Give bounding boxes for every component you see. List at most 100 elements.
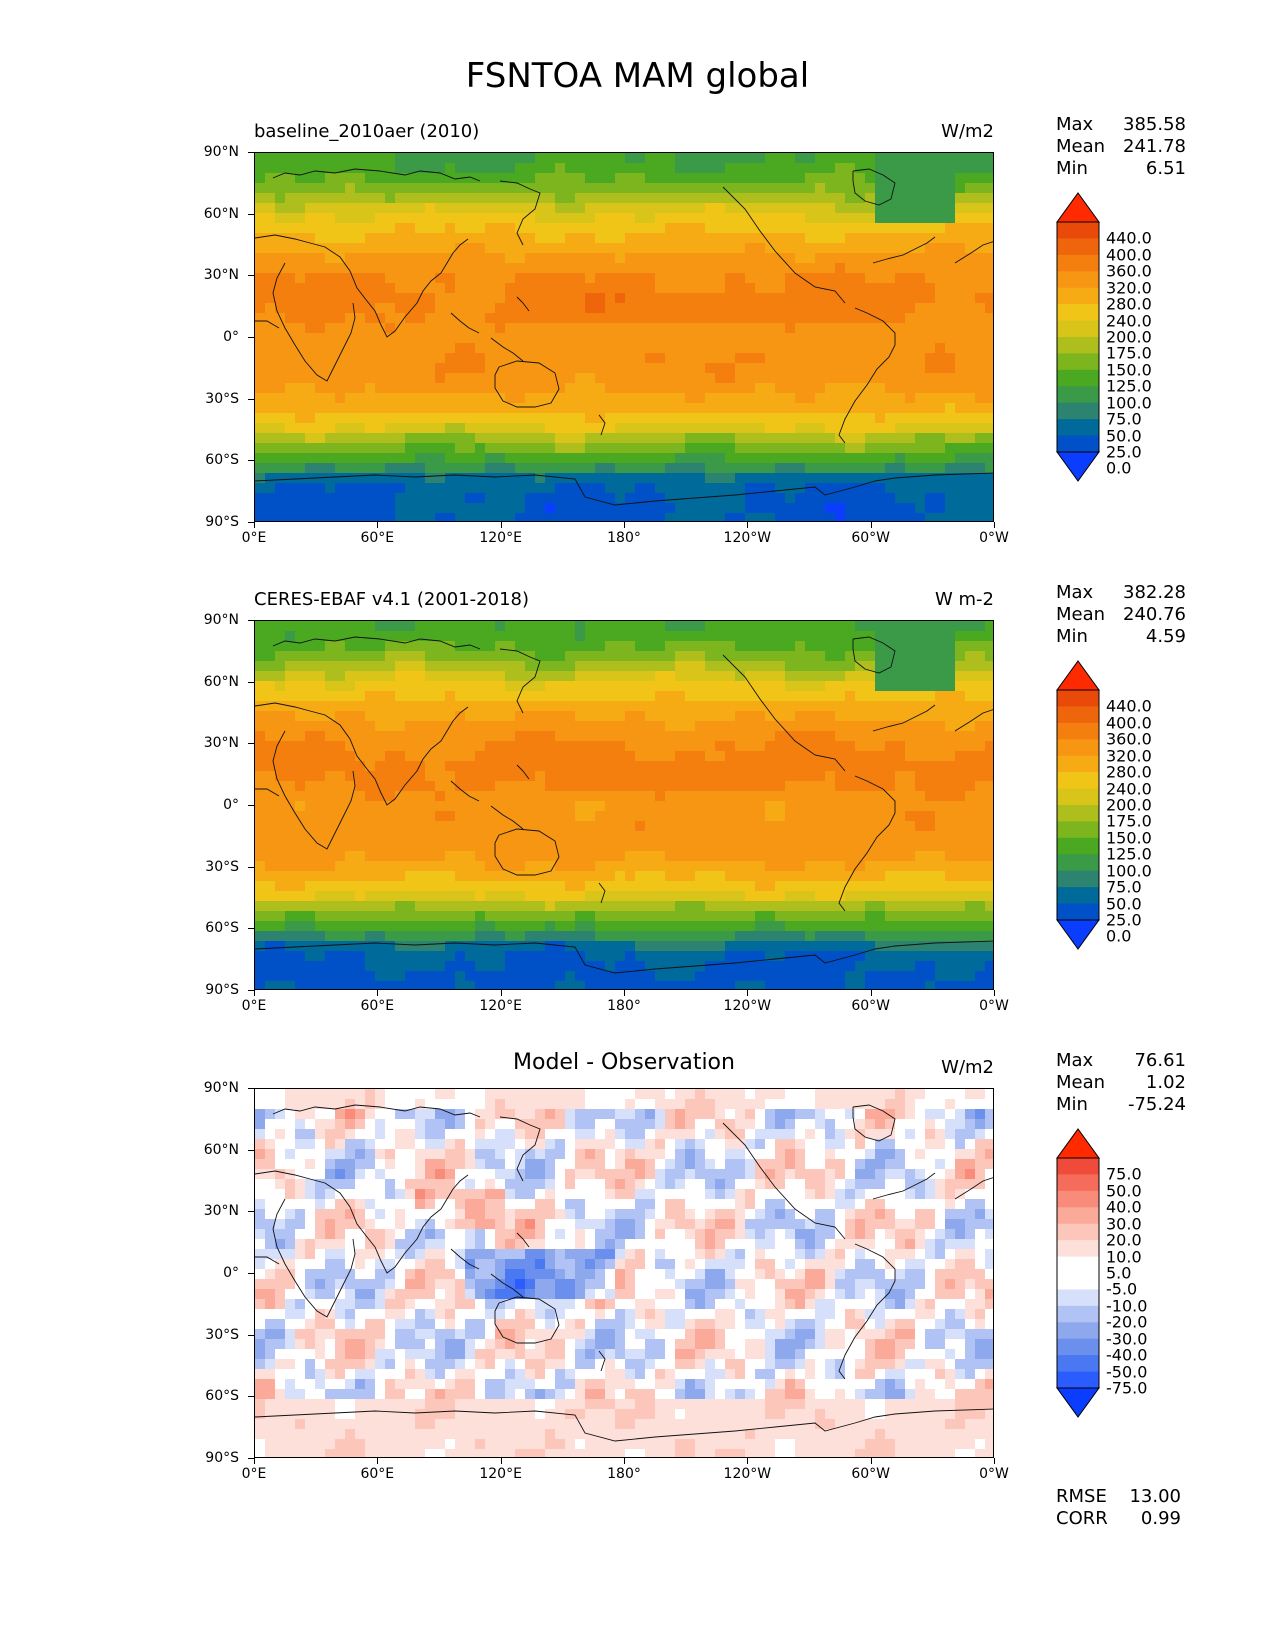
field-cell bbox=[535, 413, 546, 424]
field-cell bbox=[715, 513, 726, 521]
field-cell bbox=[755, 821, 766, 832]
field-cell bbox=[475, 751, 486, 762]
field-cell bbox=[835, 243, 846, 254]
field-cell bbox=[565, 821, 576, 832]
field-cell bbox=[905, 313, 916, 324]
field-cell bbox=[815, 453, 826, 464]
field-cell bbox=[355, 303, 366, 314]
field-cell bbox=[595, 671, 606, 682]
field-cell bbox=[765, 781, 776, 792]
field-cell bbox=[385, 771, 396, 782]
field-cell bbox=[525, 801, 536, 812]
field-cell bbox=[985, 791, 993, 802]
field-cell bbox=[425, 423, 436, 434]
field-cell bbox=[785, 193, 796, 204]
field-cell bbox=[785, 493, 796, 504]
field-cell bbox=[525, 243, 536, 254]
field-cell bbox=[885, 761, 896, 772]
field-cell bbox=[335, 343, 346, 354]
field-cell bbox=[765, 721, 776, 732]
field-cell bbox=[835, 841, 846, 852]
field-cell bbox=[365, 213, 376, 224]
field-cell bbox=[965, 333, 976, 344]
field-cell bbox=[465, 631, 476, 642]
colorbar-segment bbox=[1057, 320, 1099, 338]
field-cell bbox=[725, 243, 736, 254]
field-cell bbox=[765, 841, 776, 852]
field-cell bbox=[595, 373, 606, 384]
field-cell bbox=[515, 741, 526, 752]
field-cell bbox=[365, 801, 376, 812]
field-cell bbox=[475, 881, 486, 892]
field-cell bbox=[945, 443, 956, 454]
field-cell bbox=[415, 641, 426, 652]
field-cell bbox=[975, 851, 986, 862]
field-cell bbox=[465, 641, 476, 652]
field-cell bbox=[805, 233, 816, 244]
field-cell bbox=[645, 193, 656, 204]
field-cell bbox=[485, 791, 496, 802]
field-cell bbox=[755, 183, 766, 194]
field-cell bbox=[815, 891, 826, 902]
field-cell bbox=[275, 473, 286, 484]
field-cell bbox=[775, 363, 786, 374]
field-cell bbox=[555, 831, 566, 842]
field-cell bbox=[955, 851, 966, 862]
field-cell bbox=[255, 781, 266, 792]
field-cell bbox=[515, 791, 526, 802]
field-cell bbox=[885, 691, 896, 702]
field-cell bbox=[985, 771, 993, 782]
field-cell bbox=[495, 453, 506, 464]
field-cell bbox=[495, 651, 506, 662]
field-cell bbox=[895, 453, 906, 464]
field-cell bbox=[975, 513, 986, 521]
field-cell bbox=[355, 323, 366, 334]
field-cell bbox=[265, 761, 276, 772]
field-cell bbox=[565, 273, 576, 284]
field-cell bbox=[665, 821, 676, 832]
field-cell bbox=[405, 711, 416, 722]
field-cell bbox=[285, 363, 296, 374]
field-cell bbox=[485, 861, 496, 872]
field-cell bbox=[365, 901, 376, 912]
field-cell bbox=[795, 443, 806, 454]
field-cell bbox=[825, 253, 836, 264]
field-cell bbox=[935, 383, 946, 394]
field-cell bbox=[845, 213, 856, 224]
field-cell bbox=[615, 811, 626, 822]
field-cell bbox=[915, 681, 926, 692]
field-cell bbox=[795, 721, 806, 732]
field-cell bbox=[555, 761, 566, 772]
field-cell bbox=[505, 751, 516, 762]
field-cell bbox=[835, 513, 846, 521]
field-cell bbox=[365, 911, 376, 922]
field-cell bbox=[785, 203, 796, 214]
field-cell bbox=[395, 253, 406, 264]
field-cell bbox=[935, 691, 946, 702]
field-cell bbox=[595, 791, 606, 802]
field-cell bbox=[725, 821, 736, 832]
field-cell bbox=[525, 433, 536, 444]
field-cell bbox=[755, 293, 766, 304]
field-cell bbox=[345, 721, 356, 732]
field-cell bbox=[525, 621, 536, 632]
field-cell bbox=[695, 781, 706, 792]
field-cell bbox=[605, 293, 616, 304]
field-cell bbox=[965, 621, 976, 632]
field-cell bbox=[905, 363, 916, 374]
field-cell bbox=[395, 881, 406, 892]
field-cell bbox=[975, 821, 986, 832]
field-cell bbox=[855, 731, 866, 742]
field-cell bbox=[435, 383, 446, 394]
field-cell bbox=[965, 781, 976, 792]
field-cell bbox=[615, 273, 626, 284]
field-cell bbox=[955, 841, 966, 852]
field-cell bbox=[885, 413, 896, 424]
field-cell bbox=[925, 473, 936, 484]
field-cell bbox=[325, 791, 336, 802]
field-cell bbox=[535, 841, 546, 852]
field-cell bbox=[495, 423, 506, 434]
field-cell bbox=[945, 343, 956, 354]
field-cell bbox=[255, 841, 266, 852]
field-cell bbox=[395, 841, 406, 852]
